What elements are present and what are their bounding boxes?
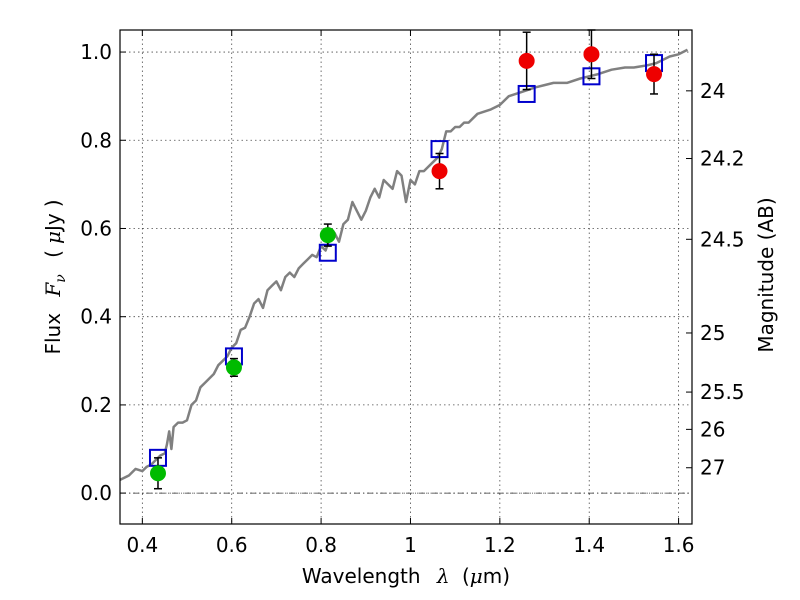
x-axis-title-prefix: Wavelength (302, 564, 421, 588)
mag-tick-label: 25 (700, 321, 725, 345)
x-axis-title: Wavelength λ (μm) (302, 564, 510, 588)
grid (120, 30, 692, 524)
y-tick-label: 0.2 (80, 393, 112, 417)
x-tick-label: 1.2 (484, 533, 516, 557)
y-tick-label: 0.8 (80, 128, 112, 152)
x-tick-label: 0.4 (126, 533, 158, 557)
y-axis-title-unit: Jy (41, 213, 65, 233)
nir-data-point (431, 163, 448, 180)
y-axis-title-symbol: F (41, 282, 65, 298)
optical-data-point (225, 359, 242, 376)
mag-tick-label: 26 (700, 417, 725, 441)
optical-data-point (319, 227, 336, 244)
x-axis-title-symbol: λ (436, 564, 450, 588)
y-tick-label: 0.4 (80, 305, 112, 329)
y-axis-title-prefix: Flux (41, 313, 65, 355)
x-tick-label: 0.6 (216, 533, 248, 557)
x-axis-title-open: ( (462, 564, 470, 588)
y-axis-title-subscript: ν (53, 274, 69, 283)
x-tick-label: 1.4 (573, 533, 605, 557)
sed-model-line (119, 48, 689, 482)
nir-data-point (646, 66, 663, 83)
y-axis-title-mu: μ (41, 231, 65, 244)
x-tick-label: 1.6 (663, 533, 695, 557)
x-tick-label: 0.8 (305, 533, 337, 557)
plot-frame (119, 29, 693, 525)
ticks: 0.4 0.6 0.8 1 1.2 1.4 1.6 0.0 0.2 0.4 0.6 0.8 1.0 24 2… (80, 30, 745, 557)
mag-tick-label: 24 (700, 79, 725, 103)
y-tick-label: 1.0 (80, 40, 112, 64)
mag-tick-label: 24.5 (700, 227, 745, 251)
mag-tick-label: 25.5 (700, 380, 745, 404)
nir-data-point (518, 52, 535, 69)
mag-tick-label: 24.2 (700, 147, 745, 171)
series-layer (119, 29, 689, 490)
y-axis-title-open: ( (41, 250, 65, 258)
nir-data-point (583, 46, 600, 63)
optical-data-point (149, 465, 166, 482)
y2-axis-title: Magnitude (AB) (754, 197, 778, 352)
x-axis-title-mu: μ (470, 564, 483, 588)
y-tick-label: 0.6 (80, 216, 112, 240)
y-axis-title: Flux Fν ( μJy) (41, 199, 70, 354)
y-axis-title-close: ) (41, 199, 65, 207)
mag-tick-label: 27 (700, 456, 725, 480)
x-tick-label: 1 (404, 533, 417, 557)
x-axis-title-unit: m) (483, 564, 510, 588)
y-tick-label: 0.0 (80, 481, 112, 505)
